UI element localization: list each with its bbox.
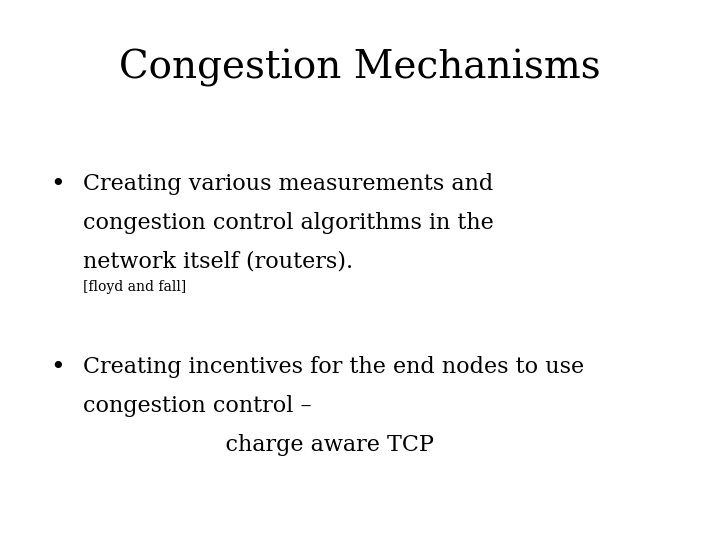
Text: •: •	[50, 356, 65, 380]
Text: congestion control algorithms in the: congestion control algorithms in the	[83, 212, 493, 234]
Text: Creating various measurements and: Creating various measurements and	[83, 173, 493, 195]
Text: [floyd and fall]: [floyd and fall]	[83, 280, 186, 294]
Text: congestion control –: congestion control –	[83, 395, 312, 417]
Text: Creating incentives for the end nodes to use: Creating incentives for the end nodes to…	[83, 356, 584, 379]
Text: Congestion Mechanisms: Congestion Mechanisms	[120, 49, 600, 86]
Text: network itself (routers).: network itself (routers).	[83, 251, 353, 273]
Text: •: •	[50, 173, 65, 196]
Text: charge aware TCP: charge aware TCP	[83, 434, 433, 456]
